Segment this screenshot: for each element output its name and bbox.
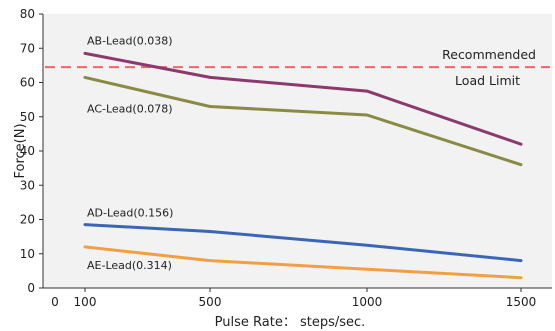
x-tick-label: 1500 [506, 295, 537, 309]
series-line [83, 223, 523, 263]
series-label: AD-Lead(0.156) [87, 207, 173, 220]
y-axis-title: Force(N) [13, 123, 28, 178]
series-line [83, 51, 523, 146]
plot-background [43, 14, 552, 288]
reference-label-line2: Load Limit [455, 73, 520, 88]
y-tick-label: 10 [20, 247, 35, 261]
x-tick-label: 1000 [352, 295, 383, 309]
series-line [83, 75, 523, 167]
series-label: AC-Lead(0.078) [87, 102, 172, 115]
y-tick-label: 40 [20, 144, 35, 158]
y-tick-label: 20 [20, 213, 35, 227]
y-tick-label: 0 [27, 281, 35, 295]
series-line [83, 245, 523, 280]
x-tick-label: 500 [199, 295, 222, 309]
axes-group: 0 10 20 30 40 50 60 70 80 0 100 500 1000 1500 [20, 7, 552, 309]
series-group: AB-Lead(0.038) AC-Lead(0.078) AD-Lead(0.15… [83, 34, 523, 280]
y-tick-label: 50 [20, 110, 35, 124]
x-tick-label: 100 [74, 295, 97, 309]
series-label: AB-Lead(0.038) [87, 34, 173, 47]
y-tick-label: 80 [20, 7, 35, 21]
series-label: AE-Lead(0.314) [87, 259, 172, 272]
reference-line-group: Recommended Load Limit [45, 47, 550, 88]
y-tick-label: 30 [20, 178, 35, 192]
y-tick-label: 70 [20, 41, 35, 55]
y-tick-label: 60 [20, 76, 35, 90]
reference-label-line1: Recommended [442, 47, 536, 62]
x-tick-label: 0 [51, 295, 59, 309]
x-axis-title: Pulse Rate： steps/sec. [215, 315, 366, 330]
